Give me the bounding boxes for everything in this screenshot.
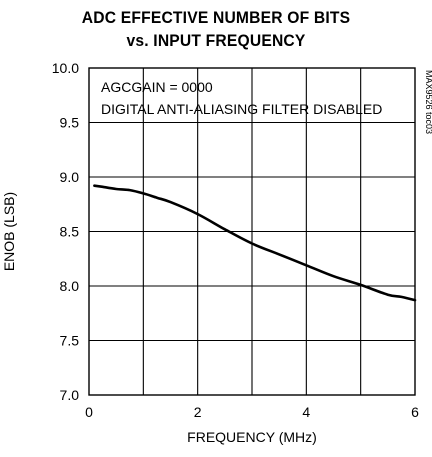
chart-title-line-1: ADC EFFECTIVE NUMBER OF BITS	[81, 8, 351, 27]
x-tick-label: 4	[302, 404, 310, 420]
y-tick-label: 7.0	[60, 387, 80, 403]
figure-id: MAX9526 toc03	[424, 70, 432, 134]
series-line-enob	[93, 184, 417, 302]
x-axis-label: FREQUENCY (MHz)	[187, 429, 317, 445]
y-tick-label: 10.0	[52, 60, 79, 76]
y-axis-label: ENOB (LSB)	[1, 192, 17, 271]
plot-frame	[88, 67, 416, 396]
x-tick-label: 2	[194, 404, 202, 420]
y-tick-label: 8.5	[60, 224, 80, 240]
annotation-agcgain: AGCGAIN = 0000	[101, 79, 213, 95]
chart-title-line-2: vs. INPUT FREQUENCY	[126, 31, 306, 50]
x-tick-label: 6	[411, 404, 419, 420]
y-tick-label: 9.5	[60, 115, 80, 131]
y-tick-label: 9.0	[60, 169, 80, 185]
y-tick-label: 8.0	[60, 278, 80, 294]
annotation-filter: DIGITAL ANTI-ALIASING FILTER DISABLED	[101, 101, 382, 117]
y-tick-label: 7.5	[60, 333, 80, 349]
x-tick-label: 0	[85, 404, 93, 420]
